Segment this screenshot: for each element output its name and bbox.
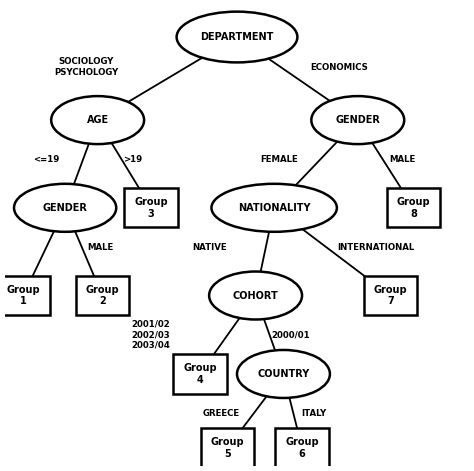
Text: DEPARTMENT: DEPARTMENT: [201, 32, 273, 42]
Text: COUNTRY: COUNTRY: [257, 369, 310, 379]
FancyBboxPatch shape: [364, 276, 417, 315]
Text: MALE: MALE: [389, 155, 415, 164]
Ellipse shape: [211, 184, 337, 232]
Text: SOCIOLOGY
PSYCHOLOGY: SOCIOLOGY PSYCHOLOGY: [54, 57, 118, 77]
Text: GENDER: GENDER: [43, 203, 88, 213]
FancyBboxPatch shape: [75, 276, 129, 315]
Text: Group
4: Group 4: [183, 363, 217, 385]
Ellipse shape: [14, 184, 116, 232]
Text: AGE: AGE: [87, 115, 109, 125]
Text: Group
7: Group 7: [374, 284, 407, 306]
Text: 2001/02
2002/03
2003/04: 2001/02 2002/03 2003/04: [132, 320, 171, 349]
Text: Group
1: Group 1: [7, 284, 40, 306]
Text: COHORT: COHORT: [233, 291, 278, 300]
Text: ECONOMICS: ECONOMICS: [310, 63, 368, 72]
Text: Group
5: Group 5: [211, 437, 245, 459]
Text: Group
3: Group 3: [134, 197, 168, 219]
FancyBboxPatch shape: [387, 188, 440, 227]
Text: NATIONALITY: NATIONALITY: [238, 203, 310, 213]
FancyBboxPatch shape: [201, 428, 255, 467]
Ellipse shape: [311, 96, 404, 144]
FancyBboxPatch shape: [275, 428, 329, 467]
Ellipse shape: [177, 12, 297, 63]
Text: NATIVE: NATIVE: [192, 243, 227, 252]
Text: >19: >19: [123, 155, 142, 164]
Text: GREECE: GREECE: [202, 409, 239, 418]
Text: FEMALE: FEMALE: [260, 155, 298, 164]
Ellipse shape: [237, 350, 330, 398]
Text: Group
6: Group 6: [285, 437, 319, 459]
Text: 2000/01: 2000/01: [271, 330, 310, 339]
Text: GENDER: GENDER: [335, 115, 380, 125]
FancyBboxPatch shape: [0, 276, 50, 315]
FancyBboxPatch shape: [124, 188, 178, 227]
Text: <=19: <=19: [34, 155, 60, 164]
Text: INTERNATIONAL: INTERNATIONAL: [338, 243, 415, 252]
Text: MALE: MALE: [87, 243, 113, 252]
Text: ITALY: ITALY: [301, 409, 326, 418]
Text: Group
8: Group 8: [397, 197, 430, 219]
FancyBboxPatch shape: [173, 354, 227, 394]
Ellipse shape: [209, 271, 302, 319]
Text: Group
2: Group 2: [85, 284, 119, 306]
Ellipse shape: [51, 96, 144, 144]
